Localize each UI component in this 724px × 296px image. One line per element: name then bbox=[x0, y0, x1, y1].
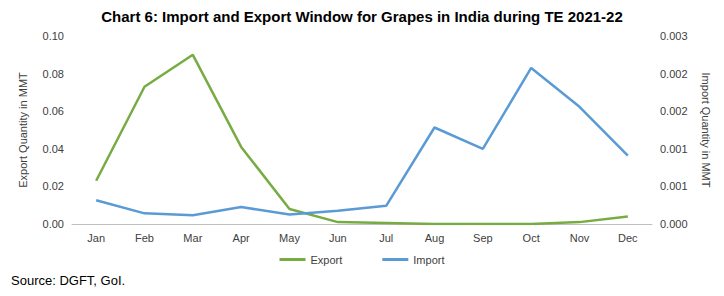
svg-text:0.000: 0.000 bbox=[660, 218, 688, 230]
svg-text:Export: Export bbox=[311, 254, 343, 266]
svg-text:Source: DGFT, GoI.: Source: DGFT, GoI. bbox=[11, 273, 125, 288]
svg-text:Nov: Nov bbox=[570, 232, 590, 244]
svg-text:0.00: 0.00 bbox=[43, 218, 64, 230]
svg-text:0.02: 0.02 bbox=[43, 180, 64, 192]
svg-text:Sep: Sep bbox=[473, 232, 493, 244]
svg-text:0.002: 0.002 bbox=[660, 105, 688, 117]
svg-text:Export Quantity in MMT: Export Quantity in MMT bbox=[17, 72, 29, 188]
svg-text:Feb: Feb bbox=[135, 232, 154, 244]
svg-text:Dec: Dec bbox=[618, 232, 638, 244]
svg-text:Mar: Mar bbox=[183, 232, 202, 244]
svg-text:Jun: Jun bbox=[329, 232, 347, 244]
svg-text:0.04: 0.04 bbox=[43, 143, 64, 155]
svg-text:Jan: Jan bbox=[87, 232, 105, 244]
svg-text:0.001: 0.001 bbox=[660, 143, 688, 155]
svg-text:May: May bbox=[279, 232, 300, 244]
svg-text:0.002: 0.002 bbox=[660, 68, 688, 80]
svg-text:Import: Import bbox=[413, 254, 444, 266]
svg-text:Import Quantity in MMT: Import Quantity in MMT bbox=[700, 73, 712, 188]
svg-text:0.10: 0.10 bbox=[43, 30, 64, 42]
svg-text:Oct: Oct bbox=[523, 232, 540, 244]
svg-text:Apr: Apr bbox=[233, 232, 250, 244]
svg-text:0.003: 0.003 bbox=[660, 30, 688, 42]
svg-text:Aug: Aug bbox=[425, 232, 445, 244]
svg-text:Jul: Jul bbox=[379, 232, 393, 244]
svg-text:Chart 6: Import and Export Win: Chart 6: Import and Export Window for Gr… bbox=[101, 8, 623, 25]
svg-text:0.06: 0.06 bbox=[43, 105, 64, 117]
svg-text:0.001: 0.001 bbox=[660, 180, 688, 192]
svg-text:0.08: 0.08 bbox=[43, 68, 64, 80]
